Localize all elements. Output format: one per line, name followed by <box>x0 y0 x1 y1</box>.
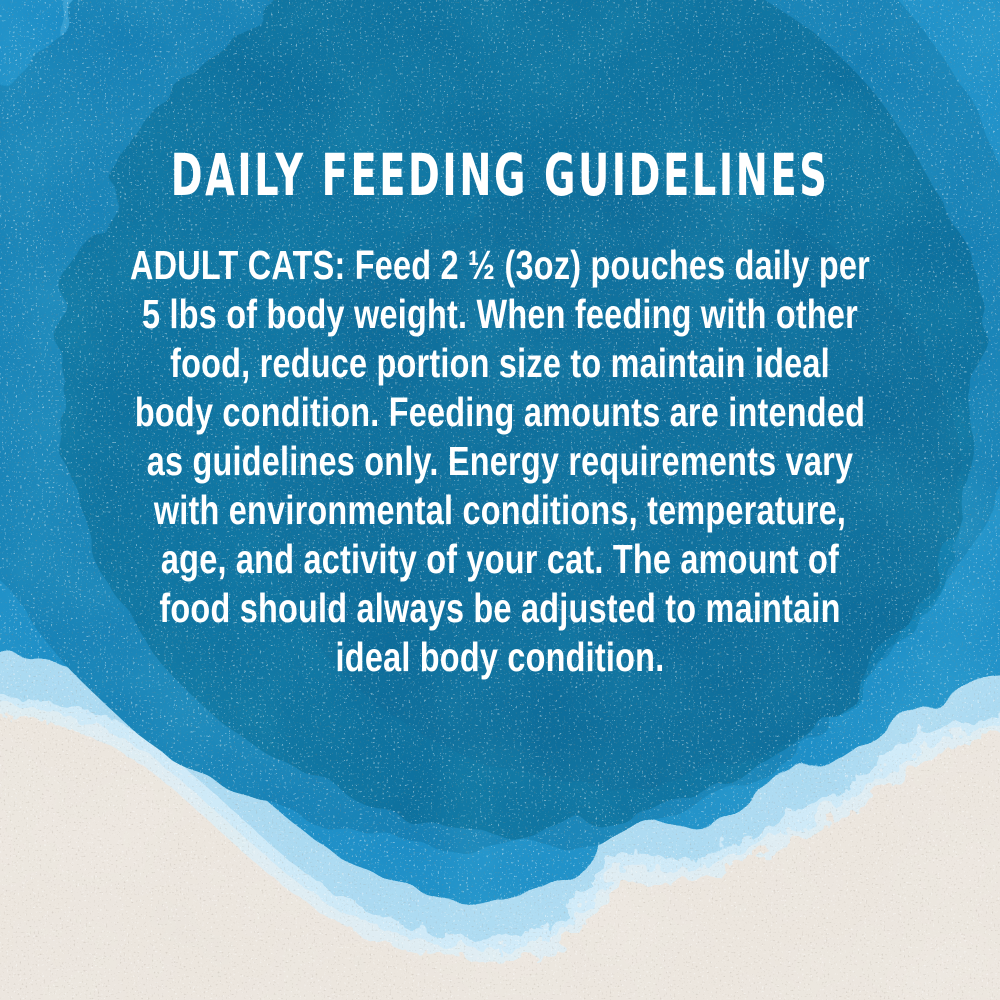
body-text-line: ADULT CATS: Feed 2 ½ (3oz) pouches daily… <box>130 242 870 288</box>
body-text-line: with environmental conditions, temperatu… <box>153 487 847 533</box>
body-text-line: ideal body condition. <box>335 634 665 680</box>
page-title: DAILY FEEDING GUIDELINES <box>170 141 830 209</box>
body-text-line: food, reduce portion size to maintain id… <box>170 340 830 386</box>
body-text-line: body condition. Feeding amounts are inte… <box>134 389 866 435</box>
body-text-line: food should always be adjusted to mainta… <box>159 585 841 631</box>
feeding-instructions: ADULT CATS: Feed 2 ½ (3oz) pouches daily… <box>105 241 895 682</box>
headline-wrap: DAILY FEEDING GUIDELINES <box>0 146 1000 204</box>
body-text-line: age, and activity of your cat. The amoun… <box>160 536 840 582</box>
body-text-line: 5 lbs of body weight. When feeding with … <box>141 291 859 337</box>
body-text-line: as guidelines only. Energy requirements … <box>146 438 854 484</box>
